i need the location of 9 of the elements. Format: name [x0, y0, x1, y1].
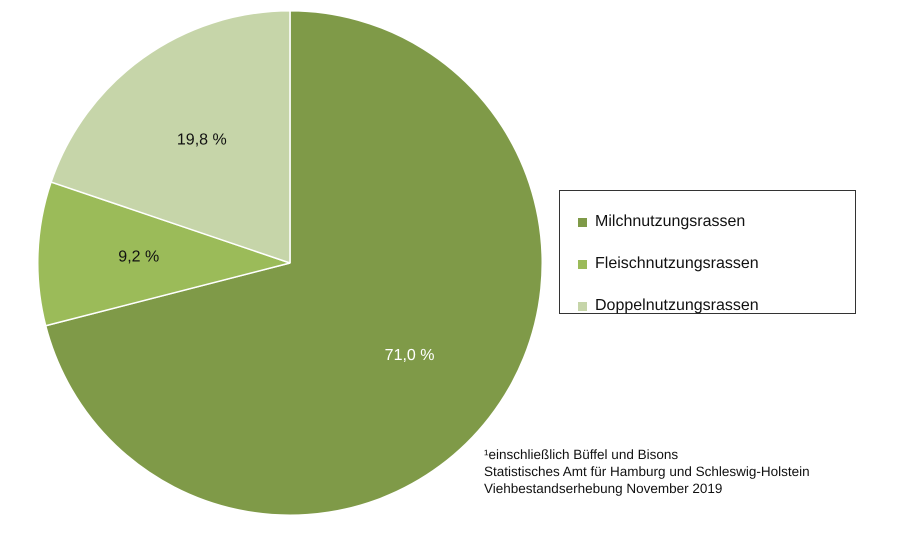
data-label: 19,8 %	[176, 131, 227, 148]
text: Statistisches Amt für Hamburg und Schleswig-Holstein	[484, 463, 810, 480]
data-label: 71,0 %	[384, 347, 434, 364]
legend-label: Milchnutzungsrassen	[595, 213, 746, 231]
data-label: 9,2 %	[118, 248, 160, 266]
text: Viehbestandserhebung November 2019	[484, 480, 724, 497]
text: ¹einschließlich Büffel und Bisons	[484, 446, 680, 463]
legend-label: Fleischnutzungsrassen	[595, 255, 759, 273]
legend-label: Doppelnutzungsrassen	[595, 297, 759, 315]
